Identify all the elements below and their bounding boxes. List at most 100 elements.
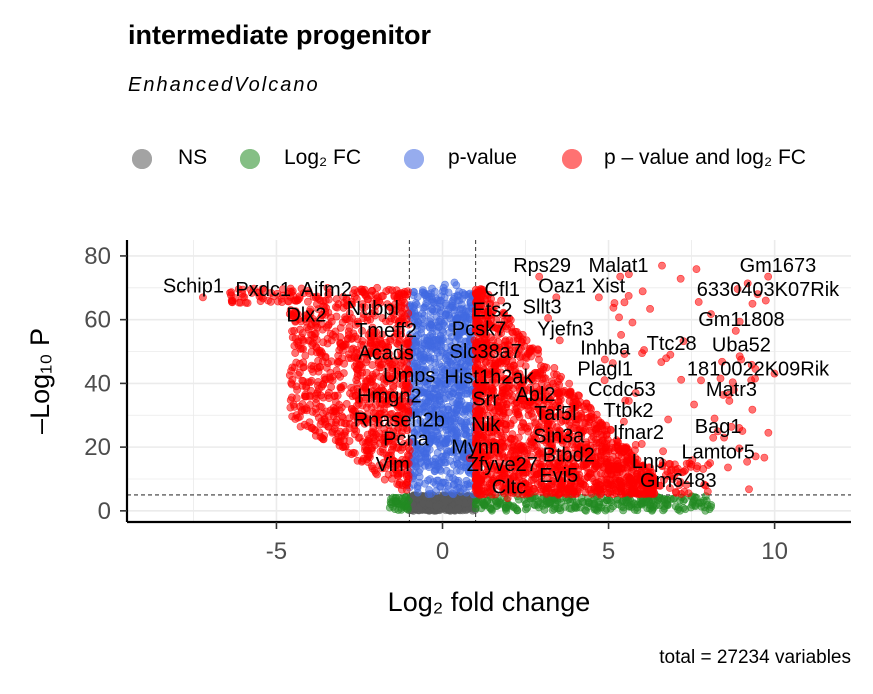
point-p-and-fc bbox=[625, 473, 634, 482]
point-p-and-fc bbox=[610, 446, 619, 455]
gene-label: Gm6483 bbox=[640, 470, 717, 492]
gene-label: Acads bbox=[358, 342, 414, 364]
point-p-and-fc bbox=[524, 427, 533, 436]
point-pvalue bbox=[426, 475, 434, 484]
chart-title: intermediate progenitor bbox=[128, 20, 432, 50]
point-log2fc bbox=[648, 506, 656, 515]
point-p-and-fc bbox=[295, 368, 304, 377]
point-log2fc bbox=[571, 503, 579, 512]
point-pvalue bbox=[426, 307, 435, 316]
point-p-and-fc bbox=[473, 479, 482, 488]
point-pvalue bbox=[438, 415, 447, 423]
point-log2fc bbox=[545, 499, 554, 508]
point-p-and-fc bbox=[519, 419, 528, 428]
point-pvalue bbox=[417, 344, 426, 353]
point-p-and-fc bbox=[286, 403, 295, 412]
caption: total = 27234 variables bbox=[659, 647, 851, 668]
point-log2fc bbox=[534, 497, 543, 506]
y-tick-label: 0 bbox=[98, 498, 111, 525]
point-p-and-fc bbox=[302, 382, 310, 390]
point-log2fc bbox=[691, 501, 699, 509]
point-pvalue bbox=[435, 379, 444, 388]
gene-label: Gm11808 bbox=[698, 309, 784, 331]
point-log2fc bbox=[550, 505, 559, 513]
point-log2fc bbox=[702, 496, 711, 505]
point-pvalue bbox=[428, 324, 437, 333]
x-axis-label: Log₂ fold change bbox=[388, 587, 591, 617]
point-pvalue bbox=[453, 319, 462, 328]
point-p-and-fc bbox=[477, 486, 486, 495]
point-p-and-fc bbox=[336, 427, 345, 436]
point-p-and-fc bbox=[345, 437, 354, 445]
legend-label-ns: NS bbox=[178, 146, 208, 169]
point-pvalue bbox=[431, 466, 440, 475]
point-pvalue bbox=[448, 423, 457, 431]
point-pvalue bbox=[425, 391, 434, 399]
y-tick-label: 40 bbox=[84, 370, 111, 397]
point-pvalue bbox=[432, 437, 440, 445]
gene-label: Ttc28 bbox=[647, 333, 697, 355]
point-p-and-fc bbox=[356, 371, 365, 380]
point-p-and-fc bbox=[658, 261, 666, 270]
point-p-and-fc bbox=[620, 298, 629, 307]
point-p-and-fc bbox=[610, 479, 619, 488]
point-pvalue bbox=[442, 351, 451, 360]
gene-label: Sllt3 bbox=[523, 296, 562, 318]
point-pvalue bbox=[447, 324, 456, 333]
gene-label: Schip1 bbox=[163, 276, 224, 298]
point-p-and-fc bbox=[581, 475, 589, 484]
legend-dot-ns bbox=[132, 149, 152, 169]
gene-label: Ccdc53 bbox=[588, 379, 656, 401]
point-p-and-fc bbox=[308, 423, 316, 432]
point-pvalue bbox=[413, 431, 422, 439]
point-p-and-fc bbox=[581, 482, 590, 490]
point-p-and-fc bbox=[594, 438, 603, 447]
point-pvalue bbox=[432, 294, 440, 303]
point-log2fc bbox=[669, 495, 678, 503]
point-log2fc bbox=[590, 505, 599, 514]
legend-dot-pvalue bbox=[404, 149, 424, 169]
point-p-and-fc bbox=[288, 363, 297, 372]
point-p-and-fc bbox=[339, 341, 348, 350]
point-pvalue bbox=[445, 337, 454, 346]
x-tick-label: 10 bbox=[761, 538, 788, 565]
chart-subtitle: EnhancedVolcano bbox=[128, 74, 320, 96]
point-p-and-fc bbox=[603, 435, 612, 444]
point-p-and-fc bbox=[320, 373, 329, 382]
point-p-and-fc bbox=[332, 312, 341, 321]
point-ns bbox=[432, 502, 441, 511]
x-tick-label: 5 bbox=[602, 538, 615, 565]
point-p-and-fc bbox=[314, 378, 323, 386]
point-pvalue bbox=[422, 425, 431, 434]
point-pvalue bbox=[423, 453, 432, 462]
point-pvalue bbox=[460, 327, 469, 336]
point-p-and-fc bbox=[555, 380, 564, 389]
point-pvalue bbox=[454, 476, 463, 485]
point-p-and-fc bbox=[611, 486, 620, 495]
point-p-and-fc bbox=[320, 431, 329, 440]
point-pvalue bbox=[456, 304, 465, 313]
point-p-and-fc bbox=[347, 354, 356, 363]
point-p-and-fc bbox=[340, 359, 349, 368]
point-pvalue bbox=[423, 334, 432, 342]
point-p-and-fc bbox=[298, 405, 307, 414]
point-pvalue bbox=[439, 284, 448, 292]
gene-label: Hmgn2 bbox=[357, 386, 421, 408]
point-p-and-fc bbox=[550, 370, 558, 379]
legend-label-p-and-fc: p – value and log₂ FC bbox=[604, 146, 806, 169]
point-p-and-fc bbox=[764, 428, 773, 437]
point-log2fc bbox=[582, 506, 590, 515]
point-p-and-fc bbox=[348, 392, 357, 401]
point-p-and-fc bbox=[367, 462, 376, 471]
point-p-and-fc bbox=[304, 336, 313, 345]
legend-label-log2fc: Log₂ FC bbox=[284, 146, 362, 169]
point-log2fc bbox=[637, 499, 646, 508]
gene-label: Umps bbox=[383, 365, 435, 387]
point-log2fc bbox=[654, 496, 662, 505]
point-p-and-fc bbox=[327, 418, 336, 427]
point-log2fc bbox=[617, 502, 626, 511]
y-tick-label: 80 bbox=[84, 243, 111, 270]
point-p-and-fc bbox=[334, 437, 343, 446]
point-pvalue bbox=[411, 299, 420, 307]
